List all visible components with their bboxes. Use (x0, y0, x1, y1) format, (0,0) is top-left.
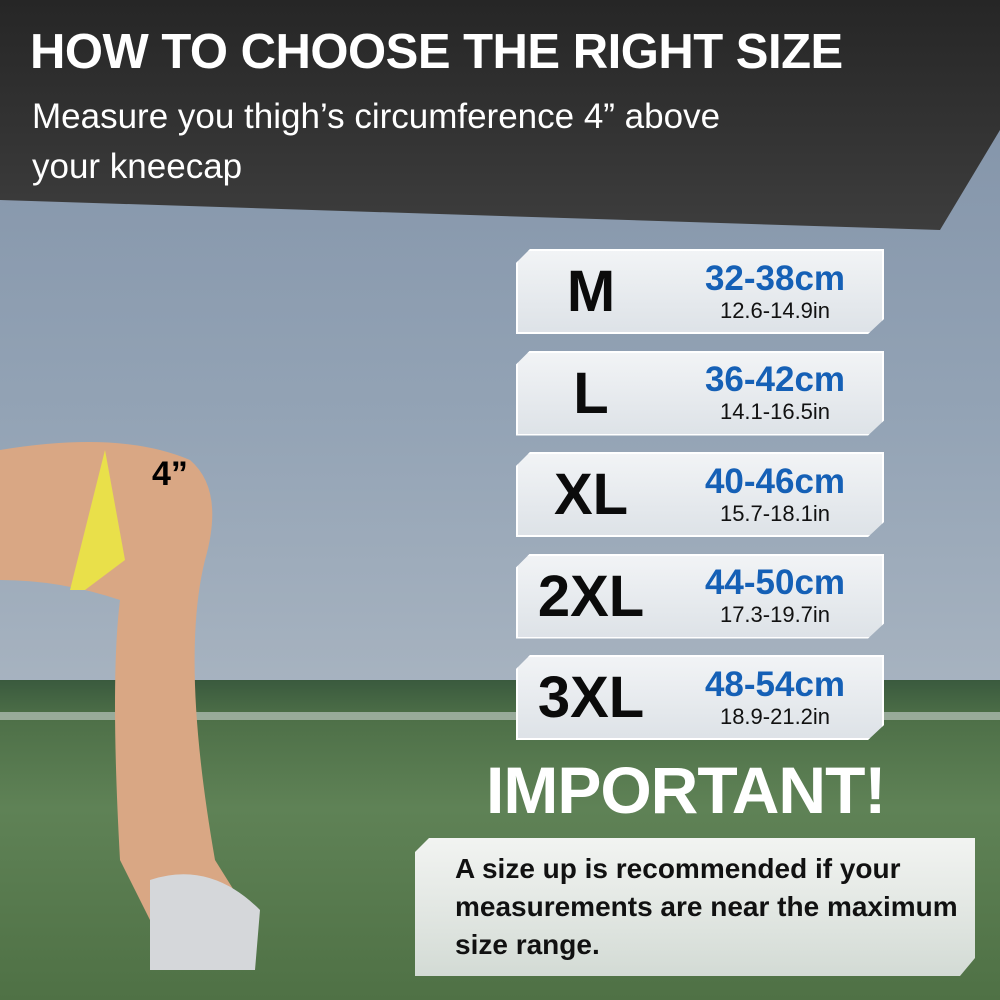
size-cm: 48-54cm (704, 664, 846, 704)
size-cm: 44-50cm (704, 563, 846, 602)
field-line (0, 712, 1000, 720)
size-cm: 32-38cm (704, 258, 846, 298)
size-label: M (566, 259, 616, 324)
size-in: 17.3-19.7in (719, 602, 831, 627)
important-heading: IMPORTANT! (486, 753, 886, 827)
size-row: 3XL 48-54cm 18.9-21.2in (516, 655, 884, 740)
leg-illustration (0, 442, 260, 970)
size-row: L 36-42cm 14.1-16.5in (516, 350, 884, 436)
size-row: M 32-38cm 12.6-14.9in (516, 249, 884, 334)
size-cm: 40-46cm (704, 461, 846, 501)
size-in: 14.1-16.5in (719, 399, 831, 424)
size-label: 3XL (537, 665, 645, 730)
size-in: 15.7-18.1in (719, 500, 831, 526)
size-row: 2XL 44-50cm 17.3-19.7in (516, 553, 884, 639)
size-label: 2XL (537, 563, 645, 629)
size-label: L (573, 360, 609, 426)
page-subtitle: Measure you thigh’s circumference 4” abo… (32, 97, 721, 186)
tape-measure (70, 450, 125, 590)
header-band (0, 0, 1000, 230)
size-label: XL (553, 462, 629, 527)
size-cm: 36-42cm (704, 360, 846, 399)
size-chart: M 32-38cm 12.6-14.9in L 36-42cm 14.1-16.5in … (516, 249, 884, 757)
important-note: A size up is recommended if your measure… (415, 838, 975, 976)
size-row: XL 40-46cm 15.7-18.1in (516, 452, 884, 537)
size-in: 12.6-14.9in (719, 297, 831, 323)
size-in: 18.9-21.2in (719, 703, 831, 729)
page-title: HOW TO CHOOSE THE RIGHT SIZE (30, 25, 843, 79)
measure-label: 4” (152, 455, 188, 493)
